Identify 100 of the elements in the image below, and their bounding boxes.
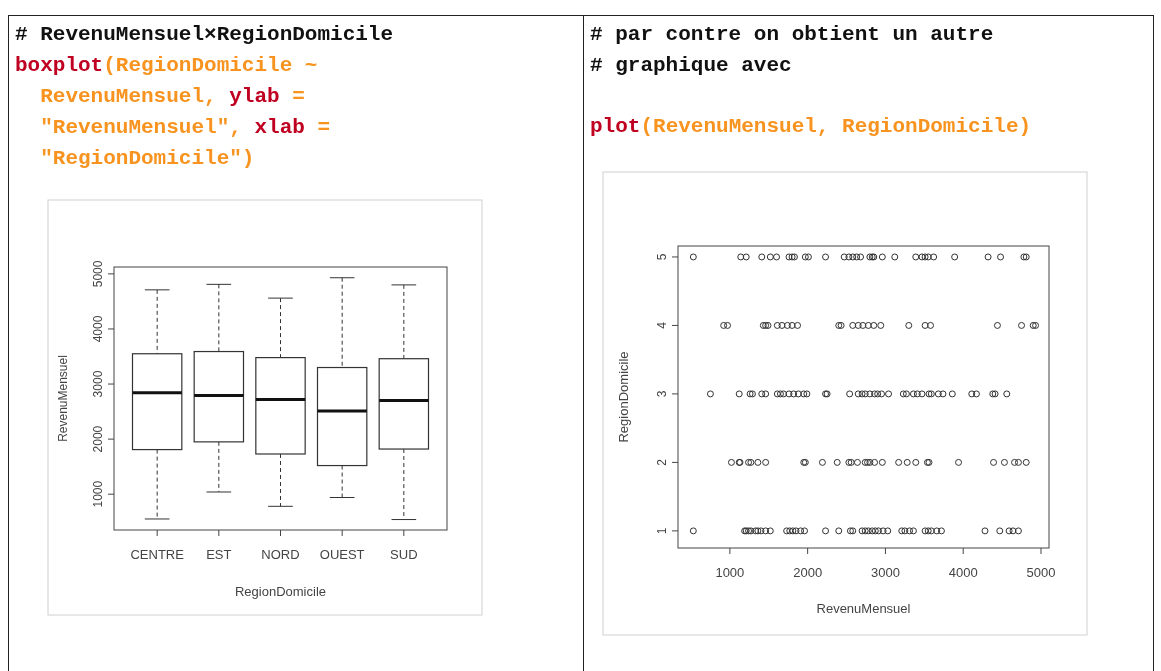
point bbox=[918, 390, 926, 398]
point bbox=[1029, 321, 1037, 329]
point bbox=[1011, 458, 1019, 466]
point bbox=[902, 390, 910, 398]
point bbox=[927, 321, 935, 329]
text: "RevenuMensuel", xlab = bbox=[15, 116, 331, 139]
point bbox=[857, 253, 865, 261]
point bbox=[858, 390, 866, 398]
point bbox=[993, 321, 1001, 329]
point bbox=[780, 390, 788, 398]
x-tick-label: EST bbox=[206, 547, 232, 562]
point bbox=[766, 253, 774, 261]
point bbox=[804, 253, 812, 261]
point bbox=[1014, 458, 1022, 466]
text: # RevenuMensuel×RegionDomicile bbox=[15, 23, 394, 46]
point bbox=[930, 253, 938, 261]
point bbox=[822, 253, 830, 261]
point bbox=[801, 253, 809, 261]
point bbox=[884, 527, 892, 535]
point bbox=[735, 390, 743, 398]
point bbox=[797, 527, 805, 535]
point bbox=[937, 527, 945, 535]
point bbox=[776, 390, 784, 398]
point bbox=[845, 253, 853, 261]
point bbox=[758, 253, 766, 261]
y-tick-label: 1 bbox=[655, 527, 669, 535]
point bbox=[1005, 527, 1013, 535]
point bbox=[773, 321, 781, 329]
point bbox=[720, 321, 728, 329]
point bbox=[789, 527, 797, 535]
point bbox=[921, 527, 929, 535]
point bbox=[794, 321, 802, 329]
point bbox=[951, 253, 959, 261]
point bbox=[877, 321, 885, 329]
x-tick-label: 4000 bbox=[948, 565, 978, 580]
point bbox=[878, 458, 886, 466]
x-tick-label: 2000 bbox=[793, 565, 823, 580]
point bbox=[846, 527, 854, 535]
point bbox=[924, 527, 932, 535]
point bbox=[762, 458, 770, 466]
point bbox=[785, 390, 793, 398]
point bbox=[898, 527, 906, 535]
y-tick-label: 5 bbox=[655, 253, 669, 261]
point bbox=[990, 458, 998, 466]
point bbox=[861, 390, 869, 398]
point bbox=[766, 527, 774, 535]
point bbox=[909, 527, 917, 535]
point bbox=[773, 390, 781, 398]
point bbox=[968, 390, 976, 398]
text: "RegionDomicile") bbox=[15, 147, 255, 170]
y-tick-label: 4 bbox=[655, 321, 669, 329]
point bbox=[853, 458, 861, 466]
y-tick-label: 3000 bbox=[91, 370, 105, 398]
x-axis-title: RegionDomicile bbox=[234, 584, 327, 599]
point bbox=[939, 390, 947, 398]
point bbox=[849, 321, 857, 329]
point bbox=[878, 390, 886, 398]
point bbox=[868, 527, 876, 535]
point bbox=[778, 321, 786, 329]
point bbox=[870, 321, 878, 329]
x-tick-label: 3000 bbox=[870, 565, 900, 580]
point bbox=[840, 253, 848, 261]
point bbox=[1032, 321, 1040, 329]
point bbox=[800, 390, 808, 398]
point bbox=[1009, 527, 1017, 535]
point bbox=[879, 527, 887, 535]
point bbox=[818, 458, 826, 466]
point bbox=[849, 527, 857, 535]
point bbox=[866, 390, 874, 398]
text: # graphique avec bbox=[590, 53, 792, 77]
x-tick-label: OUEST bbox=[319, 547, 365, 562]
point bbox=[899, 390, 907, 398]
point bbox=[794, 390, 802, 398]
point bbox=[918, 253, 926, 261]
point bbox=[924, 253, 932, 261]
point bbox=[1022, 458, 1030, 466]
point bbox=[783, 527, 791, 535]
point bbox=[905, 321, 913, 329]
point bbox=[885, 390, 893, 398]
point bbox=[912, 458, 920, 466]
point bbox=[906, 527, 914, 535]
point bbox=[934, 390, 942, 398]
point bbox=[871, 390, 879, 398]
x-tick-label: 5000 bbox=[1026, 565, 1056, 580]
point bbox=[874, 527, 882, 535]
point bbox=[724, 321, 732, 329]
point bbox=[921, 321, 929, 329]
point bbox=[948, 390, 956, 398]
point bbox=[835, 527, 843, 535]
point bbox=[858, 527, 866, 535]
point bbox=[891, 253, 899, 261]
point bbox=[871, 527, 879, 535]
x-axis-title: RevenuMensuel bbox=[816, 601, 911, 616]
point bbox=[783, 321, 791, 329]
point bbox=[792, 527, 800, 535]
point bbox=[955, 458, 963, 466]
point bbox=[1000, 458, 1008, 466]
y-tick-label: 3 bbox=[655, 390, 669, 398]
point bbox=[742, 253, 750, 261]
x-tick-label: SUD bbox=[390, 547, 418, 562]
